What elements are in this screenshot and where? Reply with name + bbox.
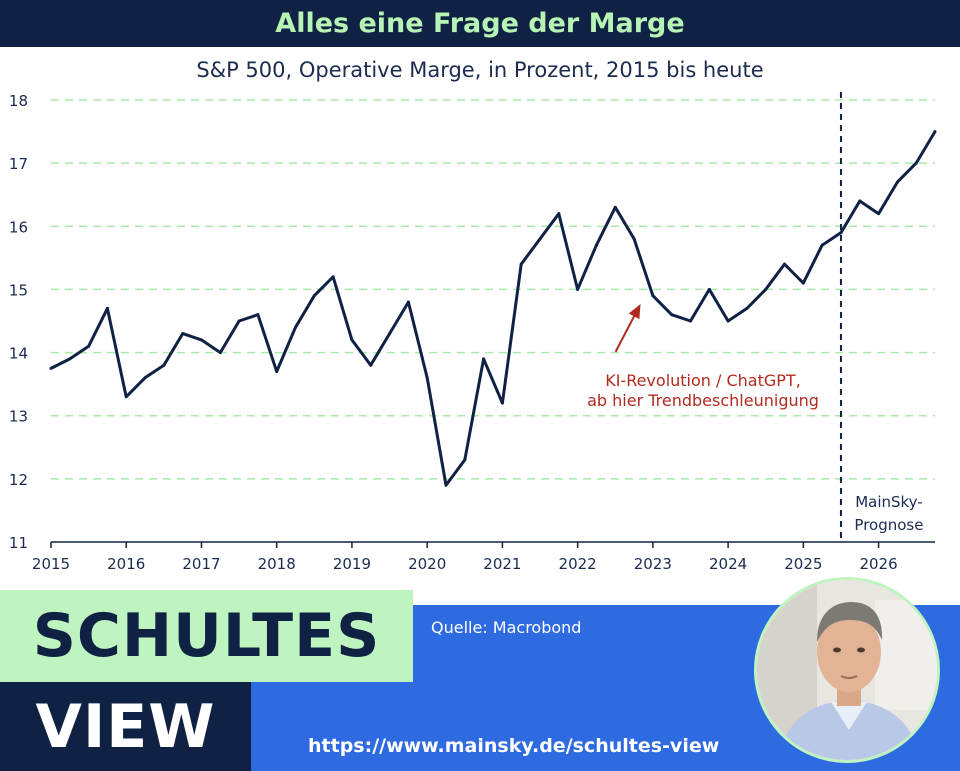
data-point — [745, 306, 749, 310]
forecast-label: MainSky- — [855, 493, 923, 511]
data-point — [444, 483, 448, 487]
data-point — [500, 401, 504, 405]
y-tick-label: 15 — [9, 281, 28, 299]
brand-schultes-text: SCHULTES — [32, 601, 381, 671]
data-point — [632, 237, 636, 241]
x-tick-label: 2024 — [709, 555, 747, 573]
y-tick-label: 12 — [9, 471, 28, 489]
data-point — [143, 376, 147, 380]
data-point — [783, 262, 787, 266]
x-tick-label: 2023 — [634, 555, 672, 573]
data-point — [764, 287, 768, 291]
data-point — [858, 199, 862, 203]
line-chart: 11 12 13 14 15 16 17 18 2015 2016 2017 2018 2019 2020… — [9, 92, 937, 573]
x-tick-label: 2022 — [559, 555, 597, 573]
website-link[interactable]: https://www.mainsky.de/schultes-view — [308, 735, 720, 757]
data-point — [105, 306, 109, 310]
data-point — [350, 338, 354, 342]
data-point — [369, 363, 373, 367]
data-point — [670, 313, 674, 317]
data-point — [801, 281, 805, 285]
data-point — [895, 180, 899, 184]
y-tick-label: 11 — [9, 534, 28, 552]
data-point — [914, 161, 918, 165]
data-point — [576, 287, 580, 291]
data-point — [68, 357, 72, 361]
forecast-label: Prognose — [854, 516, 923, 534]
chart-title: Alles eine Frage der Marge — [275, 8, 685, 39]
data-point — [688, 319, 692, 323]
data-point — [406, 300, 410, 304]
data-point — [557, 212, 561, 216]
data-point — [237, 319, 241, 323]
brand-view: VIEW — [0, 682, 251, 771]
data-point — [124, 395, 128, 399]
annotation-text: ab hier Trendbeschleunigung — [587, 391, 819, 410]
data-point — [726, 319, 730, 323]
x-tick-label: 2017 — [182, 555, 220, 573]
annotation-arrow — [614, 303, 641, 353]
x-tick-label: 2019 — [333, 555, 371, 573]
x-tick-label: 2015 — [32, 555, 70, 573]
data-point — [538, 237, 542, 241]
data-point — [651, 294, 655, 298]
y-tick-label: 18 — [9, 92, 28, 110]
data-point — [933, 130, 937, 134]
x-tick-label: 2020 — [408, 555, 446, 573]
data-point — [275, 370, 279, 374]
data-point — [312, 294, 316, 298]
data-point — [482, 357, 486, 361]
data-point — [613, 205, 617, 209]
x-tick-label: 2018 — [258, 555, 296, 573]
data-point — [707, 287, 711, 291]
y-tick-label: 16 — [9, 218, 28, 236]
brand-view-text: VIEW — [35, 691, 216, 762]
data-point — [331, 275, 335, 279]
data-point — [594, 243, 598, 247]
data-point — [425, 376, 429, 380]
y-tick-label: 13 — [9, 408, 28, 426]
brand-schultes: SCHULTES — [0, 590, 413, 682]
x-tick-label: 2016 — [107, 555, 145, 573]
data-point — [218, 351, 222, 355]
series-line — [50, 130, 937, 487]
annotation-text: KI-Revolution / ChatGPT, — [605, 371, 801, 390]
data-point — [839, 231, 843, 235]
avatar — [757, 580, 937, 760]
data-point — [162, 363, 166, 367]
y-tick-label: 14 — [9, 345, 28, 363]
data-point — [49, 366, 53, 370]
chart-subtitle: S&P 500, Operative Marge, in Prozent, 20… — [196, 58, 764, 82]
data-point — [181, 332, 185, 336]
data-point — [256, 313, 260, 317]
data-point — [519, 262, 523, 266]
title-bar: Alles eine Frage der Marge — [0, 0, 960, 47]
data-point — [463, 458, 467, 462]
source-note: Quelle: Macrobond — [431, 618, 582, 637]
data-point — [820, 243, 824, 247]
data-point — [87, 344, 91, 348]
data-point — [294, 325, 298, 329]
data-point — [199, 338, 203, 342]
x-tick-label: 2021 — [483, 555, 521, 573]
x-tick-label: 2025 — [784, 555, 822, 573]
x-tick-label: 2026 — [859, 555, 897, 573]
y-tick-label: 17 — [9, 155, 28, 173]
data-point — [388, 332, 392, 336]
data-point — [877, 212, 881, 216]
